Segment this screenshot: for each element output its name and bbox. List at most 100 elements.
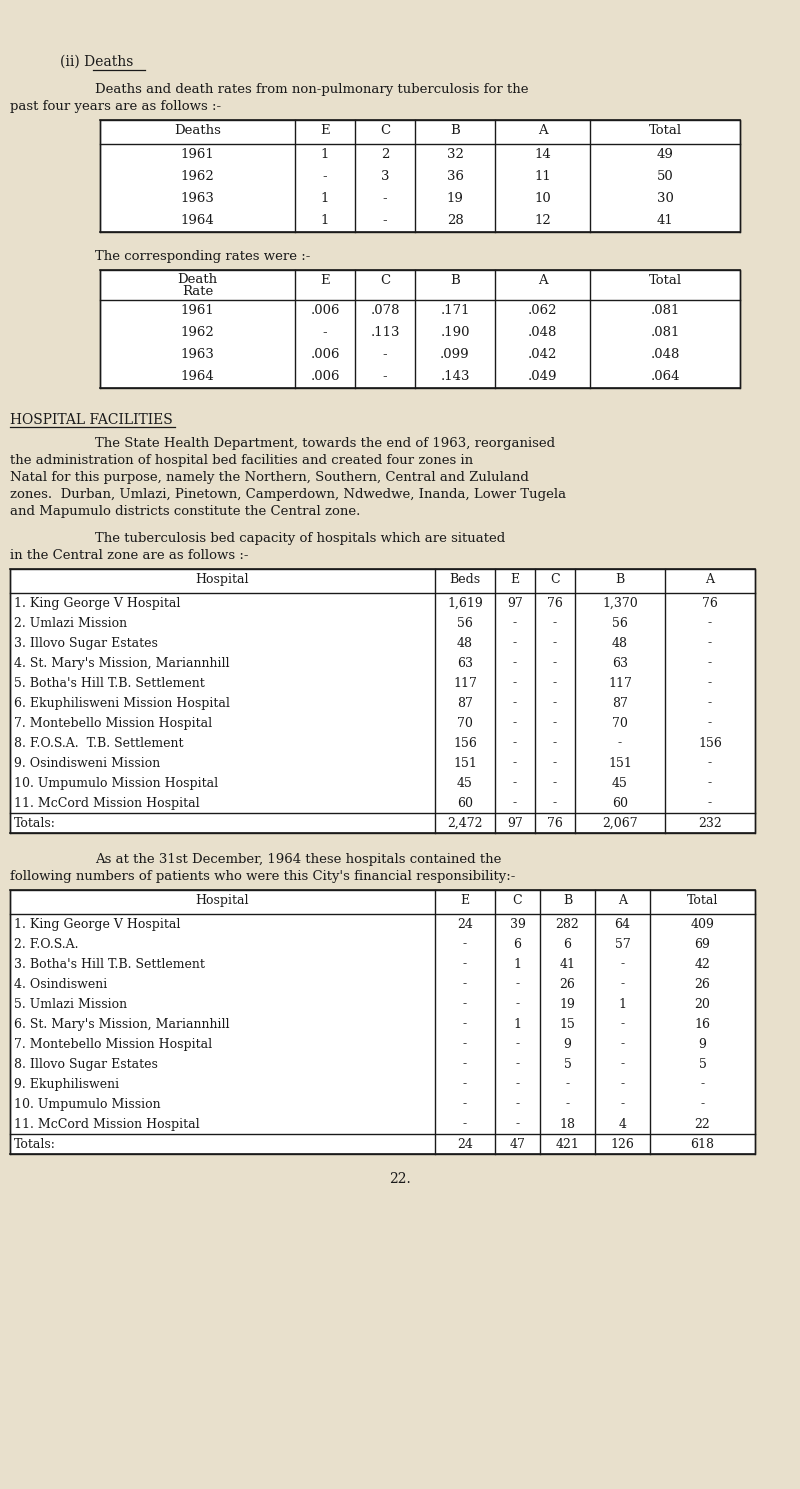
- Text: -: -: [553, 676, 557, 689]
- Text: 1963: 1963: [181, 192, 214, 205]
- Text: .143: .143: [440, 369, 470, 383]
- Text: -: -: [515, 978, 519, 990]
- Bar: [10, 890, 755, 1154]
- Text: -: -: [515, 1097, 519, 1111]
- Text: .190: .190: [440, 326, 470, 339]
- Text: E: E: [320, 124, 330, 137]
- Text: Hospital: Hospital: [196, 893, 250, 907]
- Text: -: -: [513, 716, 517, 730]
- Text: -: -: [621, 1038, 625, 1051]
- Text: 70: 70: [612, 716, 628, 730]
- Text: -: -: [463, 957, 467, 971]
- Text: -: -: [708, 777, 712, 789]
- Text: 1: 1: [514, 957, 522, 971]
- Text: The tuberculosis bed capacity of hospitals which are situated: The tuberculosis bed capacity of hospita…: [95, 532, 506, 545]
- Text: Totals:: Totals:: [14, 816, 56, 829]
- Text: E: E: [510, 573, 519, 585]
- Text: -: -: [513, 797, 517, 810]
- Text: C: C: [550, 573, 560, 585]
- Text: 87: 87: [612, 697, 628, 710]
- Text: past four years are as follows :-: past four years are as follows :-: [10, 100, 221, 113]
- Text: 57: 57: [614, 938, 630, 950]
- Text: 76: 76: [702, 597, 718, 609]
- Text: -: -: [553, 797, 557, 810]
- Text: 409: 409: [690, 917, 714, 931]
- Text: 70: 70: [457, 716, 473, 730]
- Text: 1. King George V Hospital: 1. King George V Hospital: [14, 917, 180, 931]
- Text: C: C: [380, 274, 390, 287]
- Text: 39: 39: [510, 917, 526, 931]
- Text: A: A: [538, 124, 547, 137]
- Text: 3. Illovo Sugar Estates: 3. Illovo Sugar Estates: [14, 637, 158, 649]
- Text: -: -: [513, 676, 517, 689]
- Text: -: -: [621, 957, 625, 971]
- Text: HOSPITAL FACILITIES: HOSPITAL FACILITIES: [10, 412, 173, 427]
- Text: .099: .099: [440, 348, 470, 360]
- Text: -: -: [621, 978, 625, 990]
- Text: A: A: [538, 274, 547, 287]
- Text: 1961: 1961: [181, 304, 214, 317]
- Text: 232: 232: [698, 816, 722, 829]
- Text: .081: .081: [650, 326, 680, 339]
- Text: Death: Death: [178, 272, 218, 286]
- Text: 19: 19: [446, 192, 463, 205]
- Text: E: E: [461, 893, 470, 907]
- Text: 64: 64: [614, 917, 630, 931]
- Text: 32: 32: [446, 147, 463, 161]
- Text: -: -: [701, 1078, 705, 1090]
- Text: .081: .081: [650, 304, 680, 317]
- Text: following numbers of patients who were this City's financial responsibility:-: following numbers of patients who were t…: [10, 870, 515, 883]
- Text: 9: 9: [563, 1038, 571, 1051]
- Text: -: -: [322, 170, 327, 183]
- Text: 6: 6: [563, 938, 571, 950]
- Text: -: -: [382, 348, 387, 360]
- Text: Beds: Beds: [450, 573, 481, 585]
- Text: 2. F.O.S.A.: 2. F.O.S.A.: [14, 938, 78, 950]
- Text: 1964: 1964: [181, 214, 214, 226]
- Text: 48: 48: [457, 637, 473, 649]
- Text: -: -: [553, 697, 557, 710]
- Text: 1963: 1963: [181, 348, 214, 360]
- Text: 6. St. Mary's Mission, Mariannhill: 6. St. Mary's Mission, Mariannhill: [14, 1017, 230, 1030]
- Text: -: -: [513, 697, 517, 710]
- Text: -: -: [515, 1078, 519, 1090]
- Text: .006: .006: [310, 348, 340, 360]
- Text: 1: 1: [514, 1017, 522, 1030]
- Text: 63: 63: [612, 657, 628, 670]
- Text: 5: 5: [563, 1057, 571, 1071]
- Text: 4. Osindisweni: 4. Osindisweni: [14, 978, 107, 990]
- Text: .171: .171: [440, 304, 470, 317]
- Text: 47: 47: [510, 1138, 526, 1151]
- Text: 2: 2: [381, 147, 389, 161]
- Text: 76: 76: [547, 597, 563, 609]
- Text: 6. Ekuphilisweni Mission Hospital: 6. Ekuphilisweni Mission Hospital: [14, 697, 230, 710]
- Text: Totals:: Totals:: [14, 1138, 56, 1151]
- Text: -: -: [621, 1017, 625, 1030]
- Text: -: -: [463, 1057, 467, 1071]
- Text: As at the 31st December, 1964 these hospitals contained the: As at the 31st December, 1964 these hosp…: [95, 853, 502, 867]
- Text: 1961: 1961: [181, 147, 214, 161]
- Text: -: -: [553, 637, 557, 649]
- Text: A: A: [706, 573, 714, 585]
- Text: -: -: [708, 697, 712, 710]
- Text: 156: 156: [453, 737, 477, 749]
- Text: 2. Umlazi Mission: 2. Umlazi Mission: [14, 616, 127, 630]
- Text: 24: 24: [457, 1138, 473, 1151]
- Text: 49: 49: [657, 147, 674, 161]
- Text: -: -: [463, 938, 467, 950]
- Text: C: C: [513, 893, 522, 907]
- Text: -: -: [513, 637, 517, 649]
- Text: 50: 50: [657, 170, 674, 183]
- Text: .049: .049: [528, 369, 558, 383]
- Text: -: -: [621, 1097, 625, 1111]
- Text: 1964: 1964: [181, 369, 214, 383]
- Text: 18: 18: [559, 1118, 575, 1130]
- Text: Total: Total: [687, 893, 718, 907]
- Text: B: B: [450, 124, 460, 137]
- Bar: [100, 270, 740, 389]
- Text: 4. St. Mary's Mission, Mariannhill: 4. St. Mary's Mission, Mariannhill: [14, 657, 230, 670]
- Text: 151: 151: [453, 756, 477, 770]
- Text: -: -: [566, 1097, 570, 1111]
- Text: -: -: [708, 716, 712, 730]
- Text: the administration of hospital bed facilities and created four zones in: the administration of hospital bed facil…: [10, 454, 473, 468]
